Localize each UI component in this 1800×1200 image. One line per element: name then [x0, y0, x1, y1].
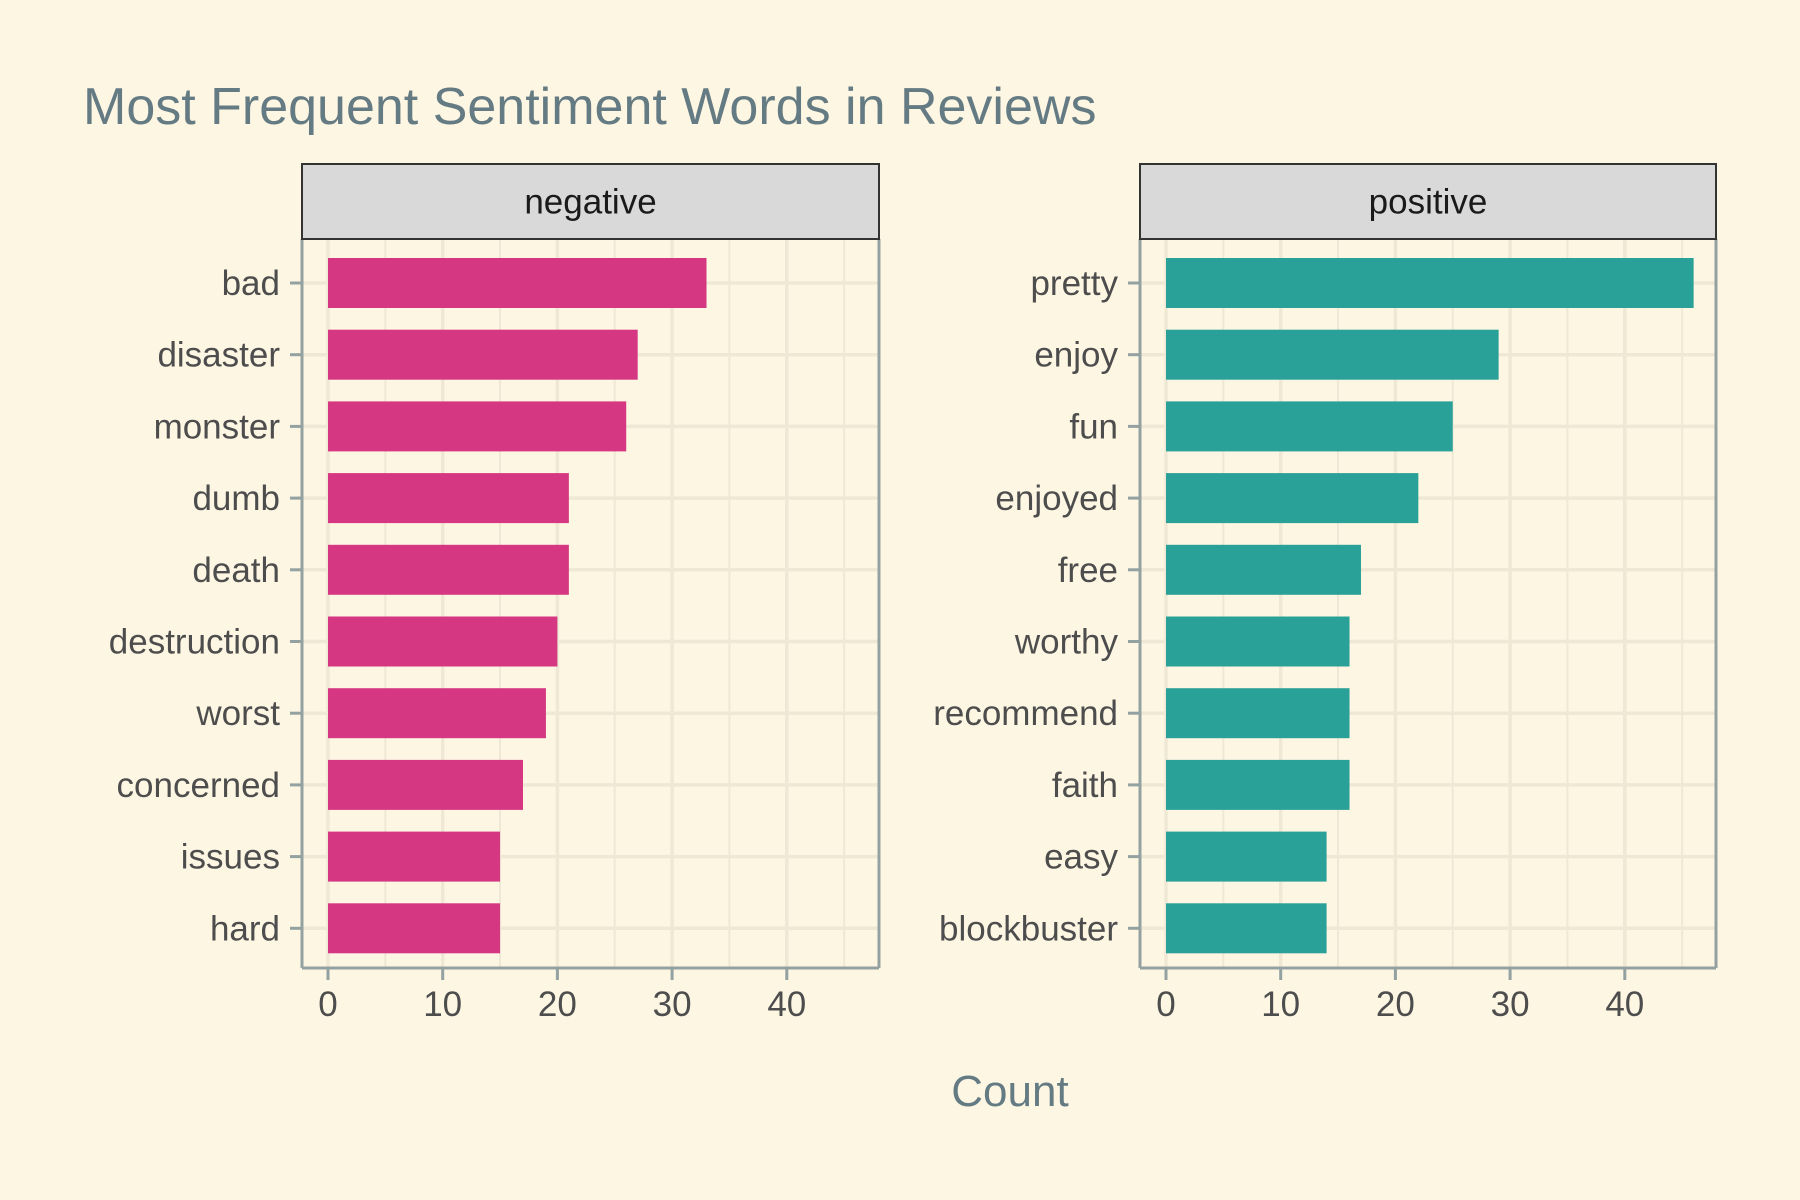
category-label: destruction: [109, 623, 280, 662]
category-label: concerned: [117, 766, 280, 805]
facet-strip: [1139, 163, 1717, 240]
x-axis-label: Count: [951, 1067, 1068, 1116]
x-tick-label: 40: [767, 985, 806, 1024]
category-label: recommend: [933, 694, 1118, 733]
bar-blockbuster: [1166, 903, 1327, 954]
bar-fun: [1166, 401, 1453, 452]
bar-recommend: [1166, 688, 1350, 739]
bar-disaster: [328, 329, 638, 380]
facet-strip: [301, 163, 880, 240]
category-label: worst: [195, 694, 280, 733]
category-label: monster: [154, 407, 281, 446]
category-label: easy: [1044, 838, 1118, 877]
bar-bad: [328, 258, 707, 308]
facet-positive: pretty enjoy fun enjoyed free worthy recommend…: [933, 163, 1718, 1024]
category-label: free: [1058, 551, 1118, 590]
x-tick-label: 30: [1491, 985, 1530, 1024]
category-label: worthy: [1014, 623, 1119, 662]
x-tick-label: 40: [1605, 985, 1644, 1024]
category-label: enjoy: [1034, 336, 1118, 375]
category-label: dumb: [192, 479, 280, 518]
category-label: blockbuster: [939, 909, 1118, 948]
category-label: bad: [222, 264, 280, 303]
bar-enjoy: [1166, 329, 1499, 380]
category-label: fun: [1069, 407, 1118, 446]
bar-faith: [1166, 759, 1350, 810]
bar-enjoyed: [1166, 473, 1419, 524]
bar-destruction: [328, 616, 558, 667]
category-label: death: [192, 551, 280, 590]
bar-issues: [328, 831, 501, 882]
category-label: enjoyed: [995, 479, 1118, 518]
bar-easy: [1166, 831, 1327, 882]
x-tick-label: 10: [1261, 985, 1300, 1024]
bar-death: [328, 544, 569, 595]
x-tick-label: 20: [1376, 985, 1415, 1024]
x-tick-label: 30: [653, 985, 692, 1024]
bar-free: [1166, 544, 1361, 595]
bar-concerned: [328, 759, 523, 810]
bar-hard: [328, 903, 501, 954]
bar-worthy: [1166, 616, 1350, 667]
facets: bad disaster monster dumb death destruction wo…: [109, 163, 1718, 1024]
x-tick-label: 0: [318, 985, 337, 1024]
bar-pretty: [1166, 258, 1694, 308]
x-tick-label: 10: [423, 985, 462, 1024]
facet-negative: bad disaster monster dumb death destruction wo…: [109, 163, 881, 1024]
chart-title: Most Frequent Sentiment Words in Reviews: [83, 78, 1096, 136]
category-label: issues: [181, 838, 280, 877]
bar-dumb: [328, 473, 569, 524]
category-label: hard: [210, 909, 280, 948]
x-tick-label: 0: [1156, 985, 1175, 1024]
category-label: pretty: [1030, 264, 1118, 303]
facet-strip-label: negative: [524, 183, 656, 222]
bar-worst: [328, 688, 546, 739]
facet-strip-label: positive: [1369, 183, 1488, 222]
bar-monster: [328, 401, 627, 452]
category-label: faith: [1052, 766, 1118, 805]
x-tick-label: 20: [538, 985, 577, 1024]
category-label: disaster: [157, 336, 280, 375]
